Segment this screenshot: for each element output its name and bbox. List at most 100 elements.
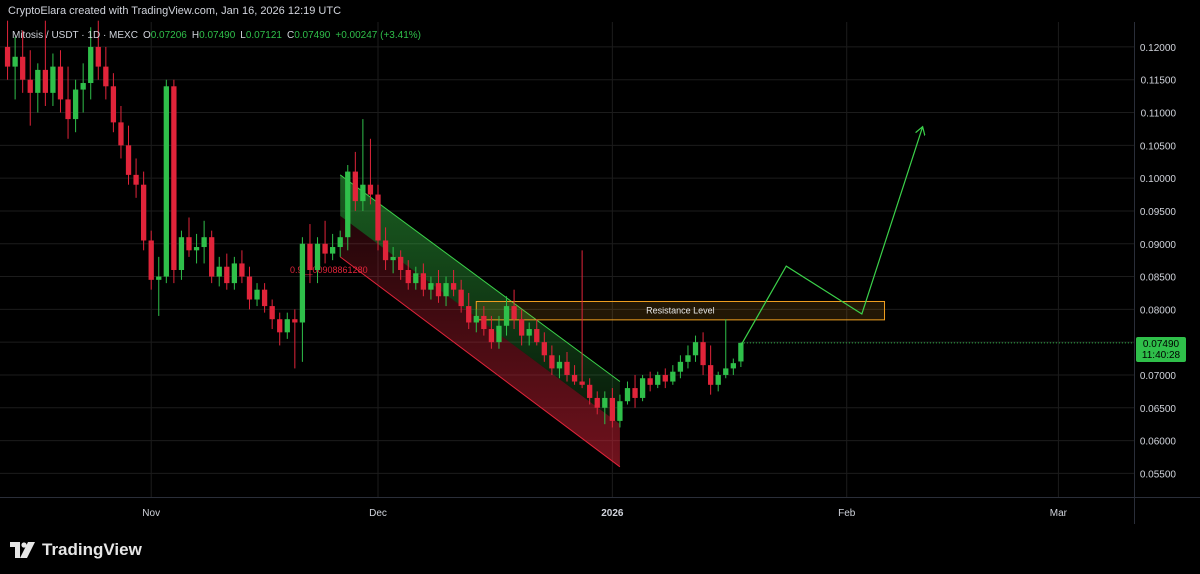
candle xyxy=(201,220,207,264)
candle-body xyxy=(103,66,109,87)
candle xyxy=(314,237,321,284)
candle-body xyxy=(224,266,230,284)
channel-upper-fill xyxy=(340,174,620,425)
candle xyxy=(254,283,260,307)
candle xyxy=(178,230,185,280)
candle xyxy=(624,381,631,405)
candle-body xyxy=(367,184,374,195)
candle xyxy=(443,276,449,307)
y-tick-label: 0.08000 xyxy=(1140,305,1177,316)
candle xyxy=(526,322,532,346)
candle xyxy=(163,79,169,284)
candle xyxy=(503,296,510,336)
candle xyxy=(579,250,585,389)
candle-body xyxy=(50,66,56,93)
price-chart[interactable]: 0.9__00908861280 Resistance Level 0.1200… xyxy=(0,0,1200,524)
candle xyxy=(57,50,64,113)
y-tick-label: 0.06500 xyxy=(1140,404,1177,415)
candle xyxy=(413,266,419,290)
candle-body xyxy=(292,319,298,323)
candle xyxy=(549,345,555,375)
candle xyxy=(375,184,381,251)
candle-body xyxy=(118,122,124,146)
tradingview-logo[interactable]: TradingView xyxy=(10,540,142,560)
candle-body xyxy=(594,397,600,408)
candles xyxy=(4,20,1134,428)
candle xyxy=(398,250,404,280)
candle xyxy=(496,315,502,349)
footer-bar: TradingView xyxy=(0,524,1200,574)
candle xyxy=(677,355,684,379)
candle xyxy=(209,230,215,284)
last-price-tag: 0.07490 11:40:28 xyxy=(1136,337,1186,362)
candle xyxy=(602,391,608,425)
candle-body xyxy=(201,237,207,248)
candle xyxy=(269,299,275,330)
candle xyxy=(329,233,336,261)
candle-body xyxy=(655,374,661,385)
candle xyxy=(261,283,268,313)
candle-body xyxy=(466,306,472,323)
candle xyxy=(534,319,540,346)
candle xyxy=(428,276,434,300)
candle-body xyxy=(329,247,336,254)
candle-body xyxy=(4,46,11,67)
candle-body xyxy=(133,174,139,185)
candle-body xyxy=(216,266,222,277)
y-tick-label: 0.10000 xyxy=(1140,174,1177,185)
candle xyxy=(88,27,94,100)
candle-body xyxy=(564,361,570,375)
candle-body xyxy=(602,397,608,408)
candle xyxy=(231,256,238,290)
symbol-legend: Mitosis / USDT · 1D · MEXC O0.07206 H0.074… xyxy=(12,30,421,41)
candle xyxy=(511,289,517,330)
candle-body xyxy=(639,378,646,398)
candle-body xyxy=(163,86,169,277)
candle xyxy=(140,171,147,251)
candle xyxy=(360,119,366,211)
candle xyxy=(292,309,298,369)
last-price-label: 0.07490 xyxy=(1143,339,1180,350)
candle xyxy=(80,63,86,113)
candle xyxy=(730,358,736,375)
candle xyxy=(284,312,290,339)
candle xyxy=(390,247,396,274)
candle xyxy=(594,391,600,415)
candle-body xyxy=(314,243,321,270)
candle-body xyxy=(685,355,691,362)
candle-body xyxy=(715,374,721,385)
candle xyxy=(110,73,117,133)
candle xyxy=(639,374,646,402)
candle xyxy=(723,319,729,379)
candle-body xyxy=(12,56,18,67)
candle-body xyxy=(587,384,593,398)
candle-body xyxy=(738,342,744,362)
channel-upper-line xyxy=(339,174,621,382)
candle-body xyxy=(171,86,177,270)
candle xyxy=(345,165,351,251)
candle-body xyxy=(549,355,555,369)
candle xyxy=(125,125,132,185)
x-tick-label: Dec xyxy=(369,508,387,519)
candle xyxy=(662,368,668,389)
header-bar: CryptoElara created with TradingView.com… xyxy=(0,0,1200,22)
candle xyxy=(609,388,616,428)
candle-body xyxy=(677,361,684,372)
channel-lower-line xyxy=(339,256,621,468)
candle xyxy=(488,315,495,349)
candle-body xyxy=(345,171,351,238)
candle-body xyxy=(700,342,706,366)
candle xyxy=(246,266,253,310)
candle-body xyxy=(42,69,49,93)
candle-body xyxy=(458,289,464,307)
candle xyxy=(20,30,26,93)
candle xyxy=(571,365,578,385)
candle xyxy=(541,332,547,362)
y-tick-label: 0.11500 xyxy=(1141,76,1177,87)
candle-body xyxy=(80,83,86,90)
candle xyxy=(322,220,328,264)
candle xyxy=(12,37,18,100)
x-tick-label: 2026 xyxy=(601,508,624,519)
candle-body xyxy=(579,381,585,385)
candle xyxy=(148,230,154,290)
